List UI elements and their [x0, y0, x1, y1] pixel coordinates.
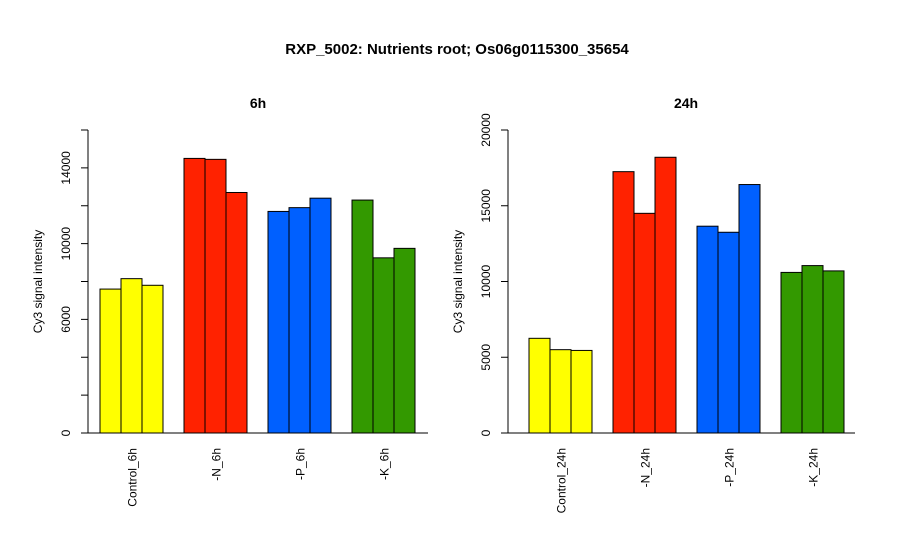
bar: [717, 231, 740, 434]
bar: [351, 199, 374, 434]
category-label: Control_6h: [126, 448, 140, 507]
panel-title: 6h: [250, 95, 266, 111]
bar: [549, 349, 572, 434]
y-tick-label: 10000: [59, 227, 73, 261]
y-tick-label: 6000: [59, 306, 73, 333]
bar: [267, 210, 290, 434]
panel-6h: 6h 0 6000 10000 14000 Cy3 signal intensity Con…: [31, 95, 428, 507]
y-tick-label: 10000: [479, 264, 493, 298]
y-axis-label: Cy3 signal intensity: [31, 230, 45, 333]
y-tick-label: 14000: [59, 151, 73, 185]
bar: [141, 284, 164, 434]
bar: [801, 265, 824, 434]
bar: [183, 157, 206, 434]
panel-title: 24h: [674, 95, 698, 111]
bar: [780, 271, 803, 434]
bar: [738, 184, 761, 434]
bar: [288, 207, 311, 434]
category-label: -N_6h: [210, 448, 224, 481]
bar-group--P_24h: -P_24h: [696, 184, 761, 487]
bar-group--P_6h: -P_6h: [267, 197, 332, 480]
bar: [654, 156, 677, 434]
category-label: -P_24h: [723, 448, 737, 487]
bar: [570, 349, 593, 434]
bar: [612, 171, 635, 434]
bar: [372, 257, 395, 434]
bar-group-Control_6h: Control_6h: [99, 278, 164, 507]
bar: [120, 278, 143, 434]
bar: [204, 158, 227, 434]
bar: [633, 212, 656, 434]
category-label: -K_24h: [807, 448, 821, 487]
bar: [696, 225, 719, 434]
bar: [99, 288, 122, 434]
y-tick-label: 15000: [479, 189, 493, 223]
y-tick-label: 0: [59, 429, 73, 436]
bar: [528, 337, 551, 434]
bar: [393, 247, 416, 434]
y-tick-label: 5000: [479, 344, 493, 371]
bar: [309, 197, 332, 434]
bar-group-Control_24h: Control_24h: [528, 337, 593, 513]
bar-group--N_24h: -N_24h: [612, 156, 677, 487]
category-label: -K_6h: [378, 448, 392, 480]
y-tick-label: 0: [479, 429, 493, 436]
category-label: Control_24h: [555, 448, 569, 513]
category-label: -P_6h: [294, 448, 308, 480]
panel-24h: 24h 0 5000 10000 15000 20000 Cy3 signal intens…: [451, 95, 855, 513]
category-label: -N_24h: [639, 448, 653, 487]
bar-group--K_24h: -K_24h: [780, 265, 845, 487]
bar: [822, 270, 845, 434]
y-tick-label: 20000: [479, 113, 493, 147]
bar-group--N_6h: -N_6h: [183, 157, 248, 481]
bar-group--K_6h: -K_6h: [351, 199, 416, 480]
main-title: RXP_5002: Nutrients root; Os06g0115300_3…: [285, 41, 629, 58]
y-axis-label: Cy3 signal intensity: [451, 230, 465, 333]
bar: [225, 191, 248, 434]
